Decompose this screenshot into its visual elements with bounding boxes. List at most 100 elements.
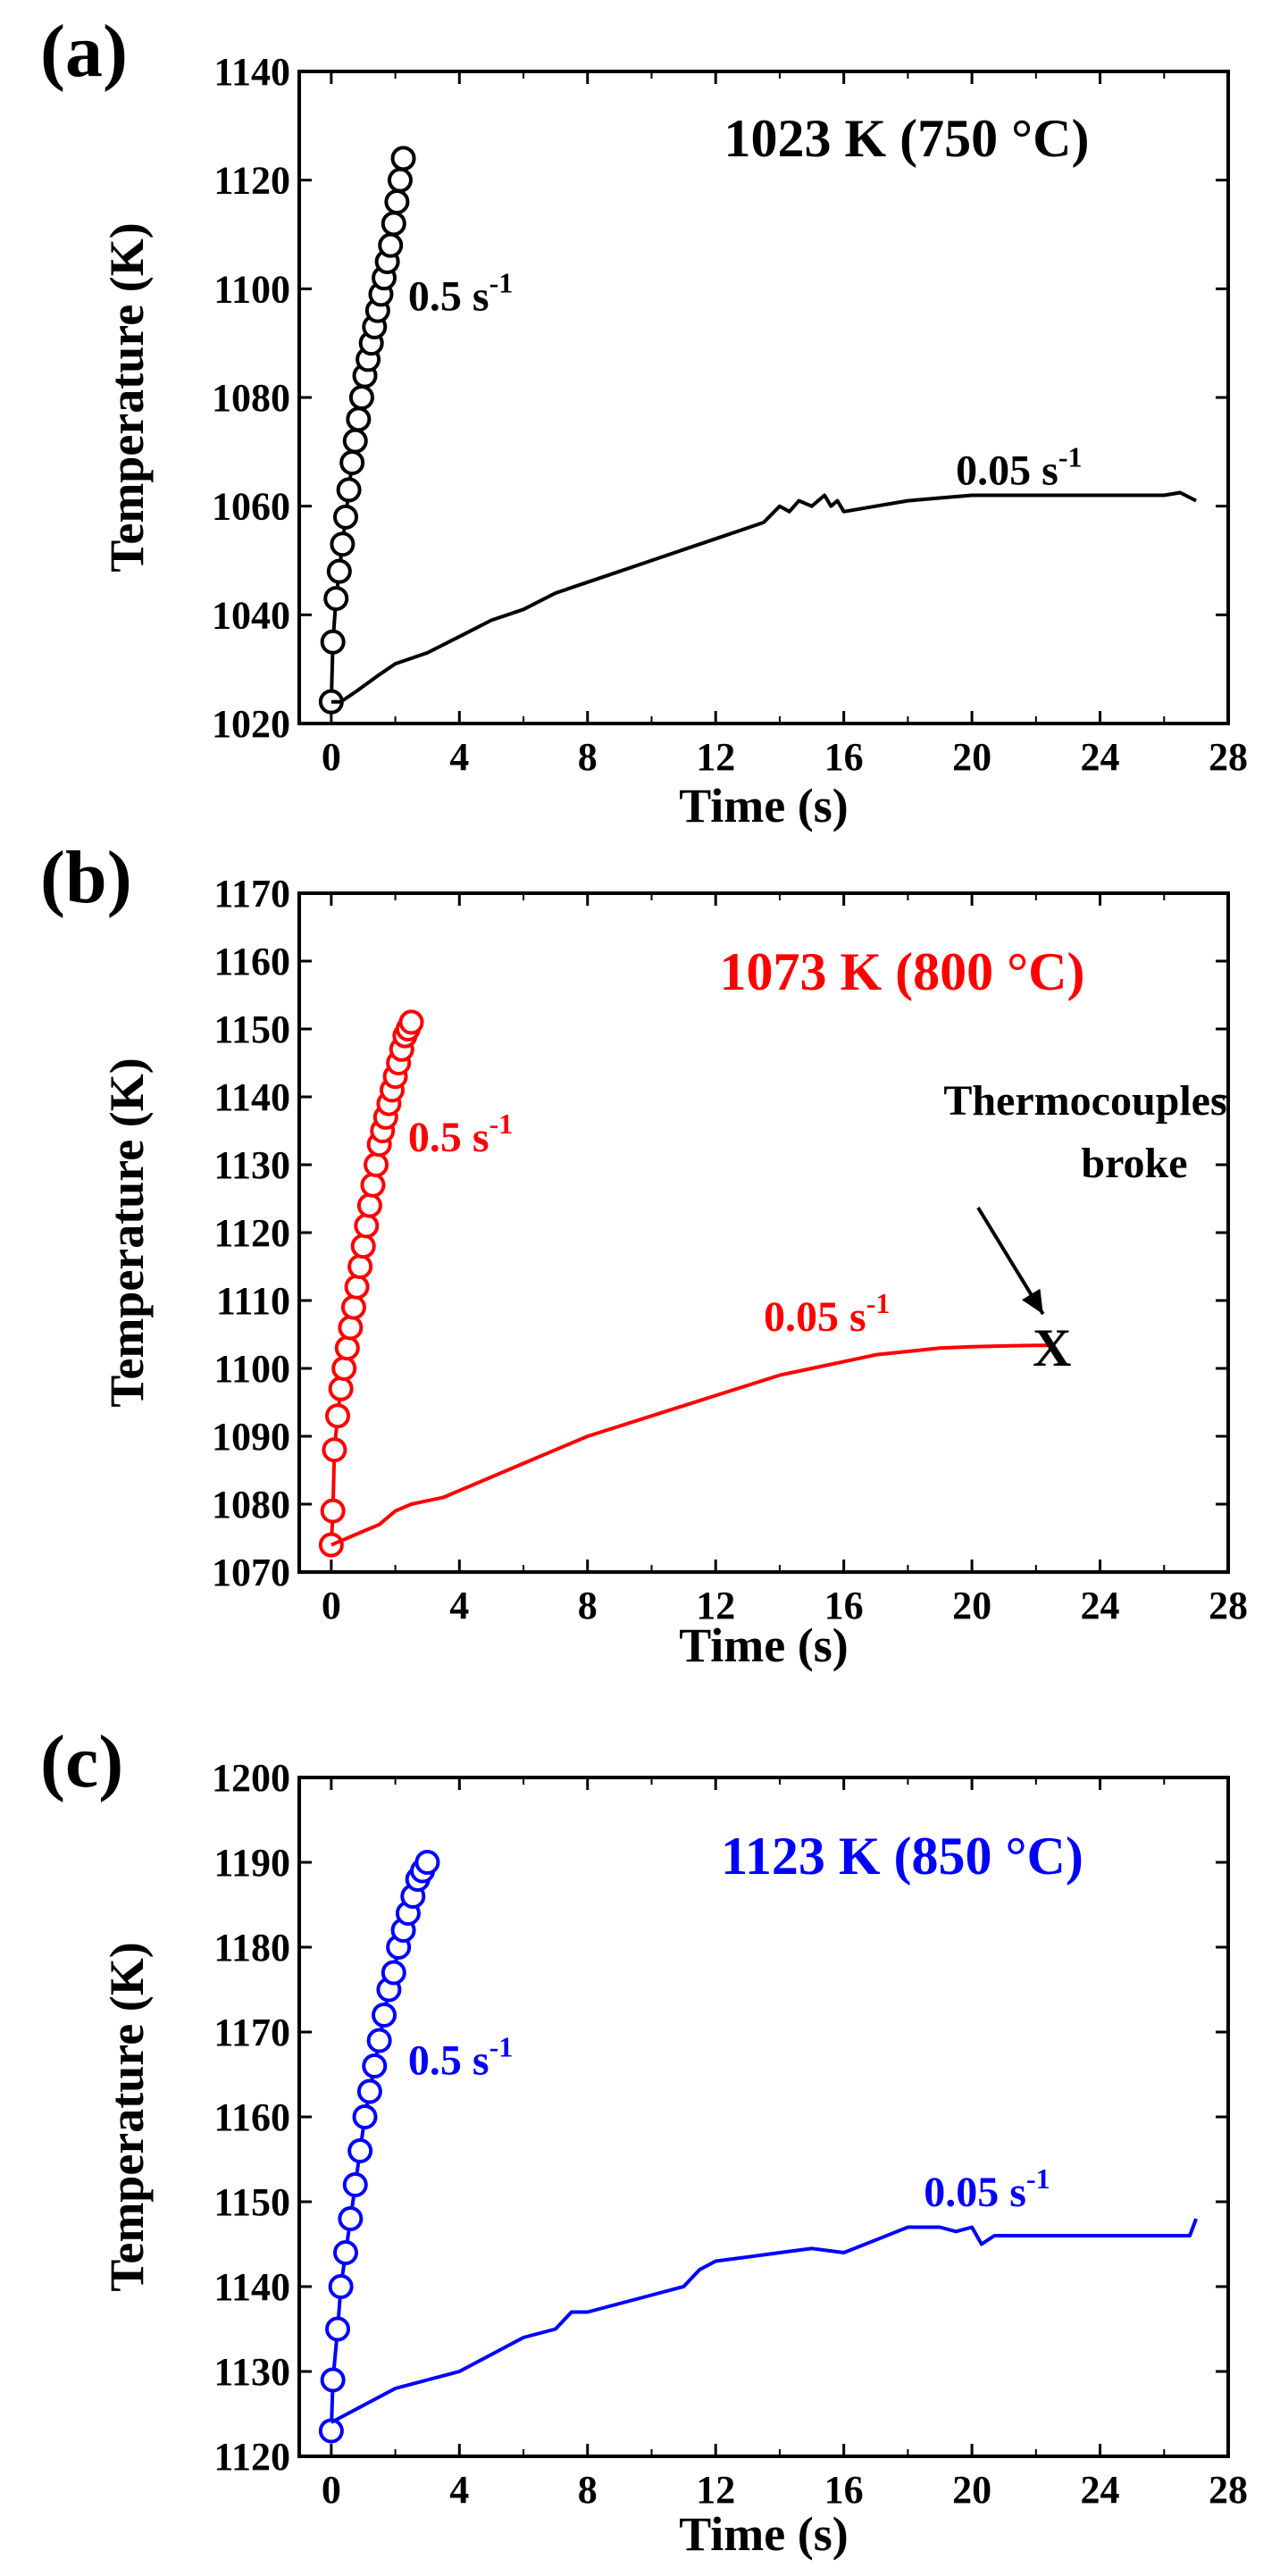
rate-label-exponent: -1 <box>1058 440 1083 473</box>
panel-b: (b) 0 4 8 12 16 20 24 28 1070 1080 1090 1100 1110 1120… <box>40 836 1248 1672</box>
condition-annotation: 1023 K (750 °C) <box>724 109 1090 168</box>
data-point <box>333 504 358 530</box>
y-tick-label: 1060 <box>212 485 290 529</box>
y-axis-label: Temperature (K) <box>100 1942 154 2291</box>
rate-label: 0.5 s-1 <box>408 1108 513 1161</box>
rate-label-exponent: -1 <box>866 1287 891 1319</box>
x-tick-label: 12 <box>696 735 735 779</box>
panel-c: (c) 0 4 8 12 16 20 24 28 1120 1130 1140 1150 1160 1170… <box>40 1720 1248 2561</box>
data-point <box>320 629 346 655</box>
x-tick-label: 28 <box>1209 735 1248 779</box>
rate-label: 0.05 s-1 <box>956 440 1082 494</box>
data-point <box>338 2206 364 2231</box>
x-tick-label: 8 <box>578 735 598 779</box>
y-tick-label: 1160 <box>213 2095 290 2139</box>
data-point <box>323 586 349 612</box>
rate-label-exponent: -1 <box>1026 2162 1050 2195</box>
rate-label: 0.05 s-1 <box>924 2162 1050 2216</box>
y-tick-label: 1080 <box>212 376 290 420</box>
y-tick-label: 1070 <box>212 1551 290 1594</box>
x-tick-label: 16 <box>824 735 864 779</box>
panel-a: (a) 0 4 8 12 16 20 24 28 1020 1040 1060 1080 1100 1120… <box>40 10 1248 832</box>
y-tick-label: 1100 <box>213 267 290 311</box>
break-marker: X <box>1033 1318 1071 1377</box>
rate-label-exponent: -1 <box>489 1108 514 1140</box>
y-tick-label: 1150 <box>213 2180 290 2224</box>
data-point <box>339 450 365 475</box>
y-tick-label: 1020 <box>212 702 290 746</box>
data-point <box>350 1234 376 1259</box>
x-tick-label: 12 <box>696 1584 735 1627</box>
data-point <box>381 211 406 237</box>
y-tick-label: 1200 <box>212 1756 290 1800</box>
data-point <box>330 531 356 557</box>
x-tick-label: 20 <box>952 735 991 779</box>
condition-annotation: 1123 K (850 °C) <box>721 1827 1083 1886</box>
data-point <box>348 385 374 410</box>
note-line-1: Thermocouples <box>943 1077 1226 1125</box>
data-point <box>347 2138 373 2163</box>
x-tick-label: 8 <box>578 2468 598 2512</box>
y-axis-label: Temperature (K) <box>100 1058 154 1407</box>
rate-label: 0.05 s-1 <box>764 1287 890 1341</box>
y-tick-label: 1090 <box>212 1415 290 1459</box>
y-tick-label: 1100 <box>213 1347 290 1391</box>
data-point <box>320 2367 346 2393</box>
y-tick-label: 1170 <box>213 872 290 916</box>
y-tick-label: 1140 <box>213 1075 290 1119</box>
y-tick-label: 1170 <box>213 2011 290 2054</box>
y-tick-label: 1130 <box>213 1143 290 1187</box>
panel-label: (c) <box>40 1720 123 1803</box>
x-axis-label: Time (s) <box>679 2507 848 2561</box>
data-point <box>372 2003 397 2028</box>
data-point <box>342 2172 368 2197</box>
data-point <box>320 1498 346 1524</box>
data-point <box>325 1403 351 1429</box>
data-point <box>414 1850 440 1875</box>
data-point <box>342 428 368 454</box>
data-point <box>334 1335 360 1361</box>
rate-label: 0.5 s-1 <box>408 2031 513 2085</box>
data-point <box>356 1192 382 1218</box>
data-point <box>328 1376 354 1401</box>
x-axis-label: Time (s) <box>679 1618 848 1672</box>
data-point <box>338 1315 364 1341</box>
y-tick-label: 1190 <box>213 1841 290 1885</box>
rate-label: 0.5 s-1 <box>408 267 513 321</box>
data-point <box>362 2053 388 2078</box>
data-point <box>346 406 372 432</box>
y-tick-label: 1120 <box>213 1211 290 1255</box>
note-line-2: broke <box>1081 1140 1187 1187</box>
data-point <box>322 1437 347 1463</box>
data-point <box>328 2274 354 2299</box>
y-tick-label: 1110 <box>216 1279 290 1323</box>
data-point <box>398 1009 424 1035</box>
y-tick-label: 1040 <box>212 593 290 637</box>
x-tick-label: 24 <box>1081 735 1120 779</box>
y-tick-label: 1160 <box>213 940 290 983</box>
note-arrow-head <box>1021 1288 1043 1315</box>
data-point <box>318 2418 344 2444</box>
data-point <box>378 232 404 258</box>
x-tick-label: 4 <box>449 2468 469 2512</box>
x-tick-label: 12 <box>696 2468 735 2512</box>
plot-frame <box>297 70 1230 725</box>
panel-label: (b) <box>40 836 132 919</box>
series-line-slow <box>330 490 1198 704</box>
x-tick-label: 20 <box>952 1584 991 1627</box>
x-tick-label: 20 <box>952 2468 991 2512</box>
y-tick-label: 1120 <box>213 2435 290 2479</box>
data-point <box>325 2316 351 2342</box>
data-point <box>366 2028 392 2053</box>
y-axis-label: Temperature (K) <box>100 222 154 572</box>
x-tick-label: 4 <box>449 1584 469 1627</box>
rate-label-exponent: -1 <box>489 2031 514 2063</box>
x-tick-label: 4 <box>449 735 469 779</box>
x-axis-label: Time (s) <box>679 779 848 832</box>
x-tick-label: 28 <box>1209 1584 1248 1627</box>
y-tick-label: 1140 <box>213 50 290 94</box>
x-tick-label: 24 <box>1081 1584 1120 1627</box>
y-tick-label: 1130 <box>213 2350 290 2394</box>
series-line-slow <box>330 1343 1052 1547</box>
y-tick-label: 1140 <box>213 2265 290 2309</box>
